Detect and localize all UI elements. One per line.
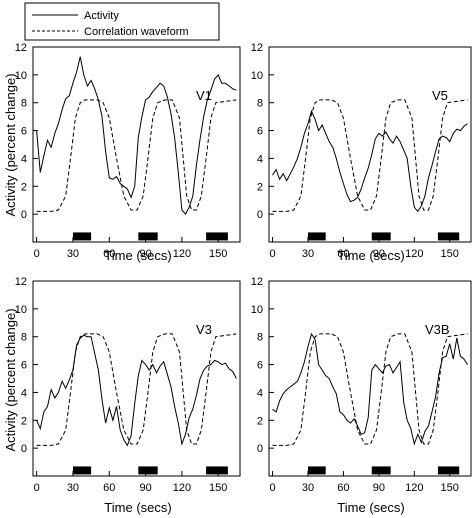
v1-stimulus-block bbox=[138, 232, 158, 241]
v3b-panel-title: V3B bbox=[425, 322, 450, 337]
v5-ytick-label: 2 bbox=[257, 181, 263, 193]
legend-activity-label: Activity bbox=[84, 10, 119, 22]
x-axis-label-bottom-right: Time (secs) bbox=[337, 500, 404, 515]
v3b-ytick-label: 10 bbox=[251, 304, 263, 316]
y-axis-label-top: Activity (percent change) bbox=[3, 73, 18, 216]
v5-ytick-label: 0 bbox=[257, 209, 263, 221]
v3b-correlation-line bbox=[272, 333, 468, 446]
v1-ytick-label: 0 bbox=[21, 209, 27, 221]
v5-ytick-label: 4 bbox=[257, 153, 263, 165]
v1-ytick-label: 4 bbox=[21, 153, 27, 165]
v3-ytick-label: 12 bbox=[15, 276, 27, 288]
v3-activity-line bbox=[36, 334, 237, 447]
v5-xtick-label: 150 bbox=[441, 248, 459, 260]
v5-xtick-label: 30 bbox=[302, 248, 314, 260]
v5-xtick-label: 60 bbox=[337, 248, 349, 260]
v5-correlation-line bbox=[272, 99, 468, 212]
v1-stimulus-block bbox=[206, 232, 228, 241]
v1-activity-line bbox=[36, 56, 237, 215]
v3b-stimulus-block bbox=[307, 466, 326, 475]
v3-xtick-label: 0 bbox=[34, 482, 40, 494]
v3-ytick-label: 0 bbox=[21, 443, 27, 455]
v5-ytick-label: 6 bbox=[257, 126, 263, 138]
v3b-stimulus-block bbox=[437, 466, 460, 475]
v3-stimulus-block bbox=[72, 466, 92, 475]
v1-stimulus-block bbox=[72, 232, 92, 241]
x-axis-label-top-right: Time (secs) bbox=[337, 248, 404, 263]
v5-ytick-label: 12 bbox=[251, 42, 263, 54]
v3b-xtick-label: 0 bbox=[269, 482, 275, 494]
v3-ytick-label: 10 bbox=[15, 304, 27, 316]
v5-stimulus-block bbox=[371, 232, 391, 241]
v3-stimulus-block bbox=[206, 466, 228, 475]
v3b-plot-frame bbox=[268, 280, 472, 477]
v1-plot-frame bbox=[32, 46, 241, 243]
v1-correlation-line bbox=[36, 99, 237, 212]
v3-stimulus-block bbox=[138, 466, 158, 475]
v3-xtick-label: 120 bbox=[173, 482, 191, 494]
v3-ytick-label: 4 bbox=[21, 387, 27, 399]
v5-stimulus-block bbox=[307, 232, 326, 241]
v3-xtick-label: 60 bbox=[103, 482, 115, 494]
v5-stimulus-block bbox=[437, 232, 460, 241]
v1-ytick-label: 6 bbox=[21, 126, 27, 138]
legend-box bbox=[24, 2, 220, 41]
v3-ytick-label: 8 bbox=[21, 332, 27, 344]
x-axis-label-top-left: Time (secs) bbox=[104, 248, 171, 263]
legend-correlation-label: Correlation waveform bbox=[84, 26, 189, 38]
v1-ytick-label: 2 bbox=[21, 181, 27, 193]
v3b-ytick-label: 0 bbox=[257, 443, 263, 455]
v3b-xtick-label: 30 bbox=[302, 482, 314, 494]
v5-ytick-label: 10 bbox=[251, 70, 263, 82]
v3b-xtick-label: 90 bbox=[373, 482, 385, 494]
v1-panel-title: V1 bbox=[196, 88, 212, 103]
v5-xtick-label: 90 bbox=[373, 248, 385, 260]
v5-activity-line bbox=[272, 109, 468, 213]
v3-ytick-label: 6 bbox=[21, 360, 27, 372]
v3b-ytick-label: 6 bbox=[257, 360, 263, 372]
v1-ytick-label: 12 bbox=[15, 42, 27, 54]
x-axis-label-bottom-left: Time (secs) bbox=[104, 500, 171, 515]
v3b-xtick-label: 60 bbox=[337, 482, 349, 494]
v1-xtick-label: 60 bbox=[103, 248, 115, 260]
v3-plot-frame bbox=[32, 280, 241, 477]
v3b-ytick-label: 12 bbox=[251, 276, 263, 288]
v3b-ytick-label: 4 bbox=[257, 387, 263, 399]
v3b-ytick-label: 2 bbox=[257, 415, 263, 427]
v3-correlation-line bbox=[36, 333, 237, 446]
v3b-activity-line bbox=[272, 332, 468, 446]
v1-xtick-label: 0 bbox=[34, 248, 40, 260]
v3b-xtick-label: 120 bbox=[405, 482, 423, 494]
v1-ytick-label: 8 bbox=[21, 98, 27, 110]
v1-xtick-label: 120 bbox=[173, 248, 191, 260]
v5-panel-title: V5 bbox=[432, 88, 448, 103]
v3b-ytick-label: 8 bbox=[257, 332, 263, 344]
v5-plot-frame bbox=[268, 46, 472, 243]
v3-panel-title: V3 bbox=[196, 322, 212, 337]
v3b-stimulus-block bbox=[371, 466, 391, 475]
v1-ytick-label: 10 bbox=[15, 70, 27, 82]
legend: Activity Correlation waveform bbox=[24, 2, 220, 41]
v3-xtick-label: 30 bbox=[67, 482, 79, 494]
v3-xtick-label: 90 bbox=[139, 482, 151, 494]
v3-xtick-label: 150 bbox=[209, 482, 227, 494]
v1-xtick-label: 30 bbox=[67, 248, 79, 260]
y-axis-label-bottom: Activity (percent change) bbox=[3, 308, 18, 451]
v5-xtick-label: 0 bbox=[269, 248, 275, 260]
v1-xtick-label: 150 bbox=[209, 248, 227, 260]
v1-xtick-label: 90 bbox=[139, 248, 151, 260]
v5-ytick-label: 8 bbox=[257, 98, 263, 110]
v5-xtick-label: 120 bbox=[405, 248, 423, 260]
v3b-xtick-label: 150 bbox=[441, 482, 459, 494]
v3-ytick-label: 2 bbox=[21, 415, 27, 427]
